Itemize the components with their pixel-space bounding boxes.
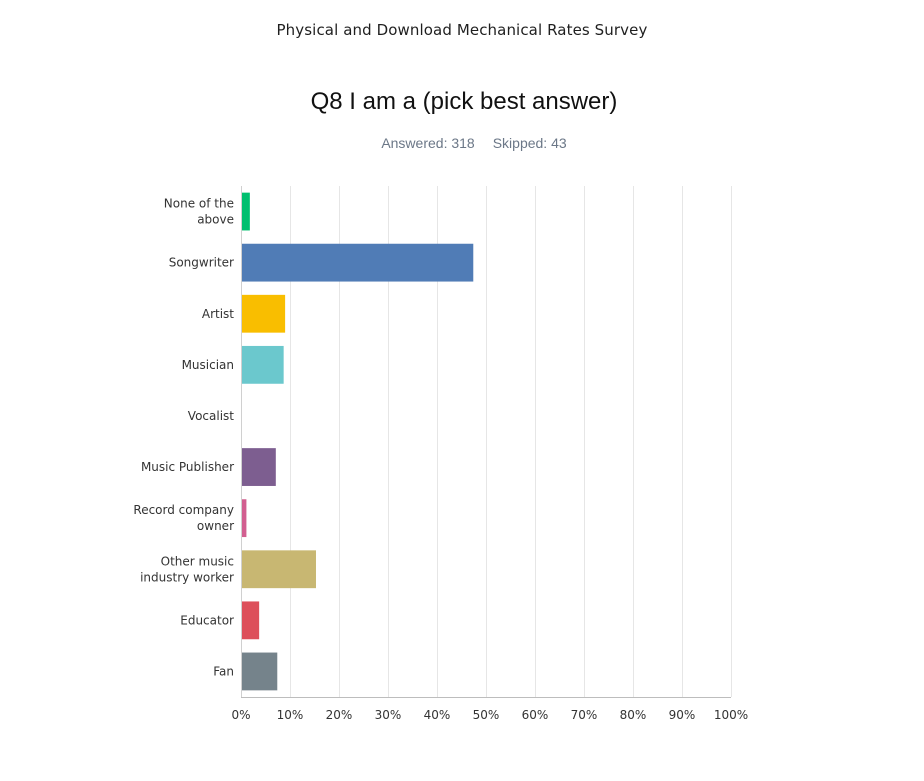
- bar[interactable]: [242, 294, 286, 333]
- category-label: Music Publisher: [141, 460, 234, 474]
- x-tick-label: 90%: [669, 708, 696, 722]
- category-labels: None of the above Songwriter Artist Musician…: [133, 197, 234, 679]
- bar[interactable]: [242, 652, 278, 691]
- bars: [242, 192, 474, 691]
- x-tick-label: 80%: [620, 708, 647, 722]
- skipped-count: Skipped: 43: [492, 135, 567, 151]
- question-title: Q8 I am a (pick best answer): [310, 88, 618, 115]
- bar[interactable]: [242, 499, 247, 538]
- category-label: Other music: [161, 554, 234, 568]
- category-label: owner: [197, 519, 234, 533]
- x-tick-label: 100%: [714, 708, 748, 722]
- bar[interactable]: [242, 243, 474, 282]
- x-tick-label: 40%: [424, 708, 451, 722]
- category-label: above: [197, 213, 234, 227]
- category-label: Artist: [202, 307, 234, 321]
- bar[interactable]: [242, 550, 316, 589]
- category-label: Musician: [182, 358, 234, 372]
- bar[interactable]: [242, 448, 276, 486]
- x-tick-labels: 0% 10% 20% 30% 40% 50% 60% 70% 80% 90% 100%: [231, 708, 748, 722]
- category-label: Record company: [133, 503, 234, 517]
- answered-count: Answered: 318: [381, 135, 475, 151]
- bar[interactable]: [242, 601, 260, 640]
- bar[interactable]: [242, 345, 284, 384]
- x-tick-label: 30%: [375, 708, 402, 722]
- x-tick-label: 60%: [522, 708, 549, 722]
- category-label: Songwriter: [169, 256, 234, 270]
- x-tick-label: 50%: [473, 708, 500, 722]
- x-tick-label: 0%: [231, 708, 250, 722]
- category-label: industry worker: [140, 570, 234, 584]
- x-tick-label: 10%: [277, 708, 304, 722]
- x-tick-label: 20%: [326, 708, 353, 722]
- x-axis: [241, 186, 731, 698]
- survey-title: Physical and Download Mechanical Rates S…: [276, 21, 648, 39]
- category-label: Fan: [213, 664, 234, 678]
- category-label: None of the: [164, 197, 234, 211]
- response-stats: Answered: 318 Skipped: 43: [0, 135, 924, 151]
- category-label: Educator: [180, 613, 234, 627]
- category-label: Vocalist: [188, 409, 234, 423]
- bar[interactable]: [242, 192, 250, 231]
- x-tick-label: 70%: [571, 708, 598, 722]
